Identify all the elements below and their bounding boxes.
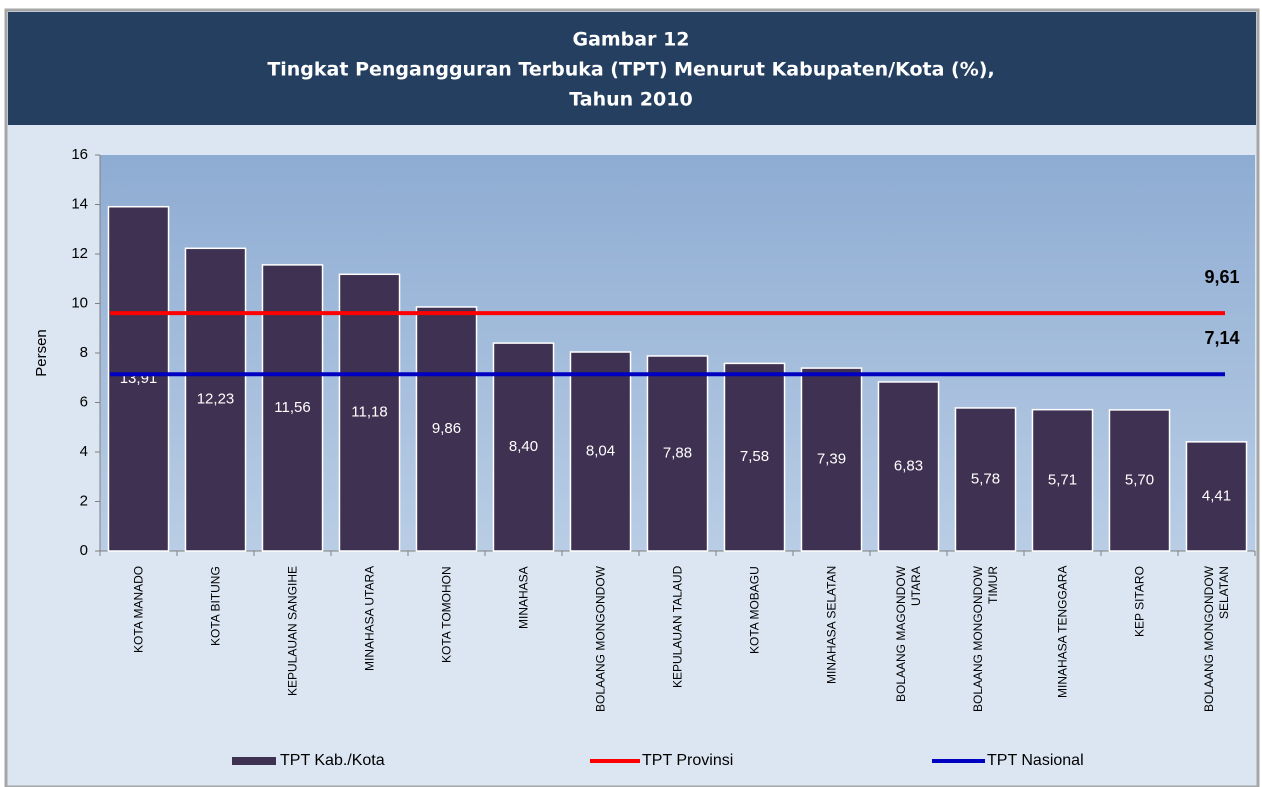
reference-label: 7,14: [1204, 328, 1239, 348]
data-label: 5,71: [1048, 471, 1077, 488]
legend-label: TPT Kab./Kota: [280, 752, 385, 769]
bar: [954, 407, 1017, 552]
data-label: 7,88: [663, 444, 692, 461]
data-label: 5,70: [1125, 471, 1154, 488]
reference-label: 9,61: [1204, 267, 1239, 287]
bar: [415, 306, 478, 552]
x-tick-label: MINAHASA UTARA: [362, 566, 376, 672]
y-tick-label: 14: [71, 195, 88, 212]
data-label: 5,78: [971, 470, 1000, 487]
bar: [1108, 409, 1171, 552]
bar: [492, 342, 555, 552]
bar: [800, 367, 863, 552]
title: Gambar 12: [572, 29, 689, 51]
bar: [184, 247, 247, 552]
data-label: 12,23: [197, 391, 235, 408]
title: Tingkat Pengangguran Terbuka (TPT) Menur…: [267, 59, 994, 81]
y-tick-label: 10: [71, 294, 88, 311]
data-label: 11,18: [351, 404, 387, 421]
bar: [107, 205, 170, 552]
x-tick-label: BOLAANG MONGONDOW: [593, 566, 607, 713]
data-label: 11,56: [274, 399, 310, 416]
data-label: 7,58: [740, 448, 769, 465]
y-tick-label: 0: [80, 542, 88, 559]
y-tick-label: 6: [80, 393, 88, 410]
data-label: 6,83: [894, 457, 923, 474]
y-tick-label: 12: [71, 245, 88, 262]
y-tick-label: 2: [80, 492, 88, 509]
bar: [646, 355, 709, 552]
legend-label: TPT Provinsi: [642, 752, 733, 769]
y-axis-label: Persen: [33, 329, 50, 377]
legend-label: TPT Nasional: [987, 752, 1084, 769]
x-tick-label: BOLAANG MONGONDOW SELATAN: [1201, 566, 1231, 713]
bar: [1031, 408, 1094, 552]
bar: [569, 351, 632, 552]
x-tick-label: KOTA MOBAGU: [747, 566, 761, 654]
data-label: 7,39: [817, 451, 846, 468]
x-tick-label: KEP SITARO: [1132, 566, 1146, 637]
x-tick-label: MINAHASA SELATAN: [824, 566, 838, 685]
bar: [338, 273, 401, 552]
header: [8, 12, 1256, 125]
x-tick-label: KEPULAUAN TALAUD: [670, 566, 684, 689]
bar: [1185, 441, 1248, 552]
x-tick-label: MINAHASA: [516, 566, 530, 629]
x-tick-label: KOTA BITUNG: [208, 566, 222, 646]
x-tick-label: KOTA MANADO: [131, 566, 145, 654]
x-tick-label: MINAHASA TENGGARA: [1055, 566, 1069, 699]
data-label: 8,40: [509, 438, 538, 455]
y-tick-label: 4: [80, 443, 88, 460]
x-tick-label: BOLAANG MAGONDOW UTARA: [893, 566, 923, 703]
title: Tahun 2010: [569, 89, 692, 111]
y-tick-label: 8: [80, 344, 88, 361]
data-label: 9,86: [432, 420, 461, 437]
x-tick-label: KOTA TOMOHON: [439, 566, 453, 663]
bar: [877, 381, 940, 552]
data-label: 4,41: [1202, 487, 1231, 504]
bar: [723, 362, 786, 552]
x-tick-label: KEPULAUAN SANGIHE: [285, 566, 299, 697]
data-label: 8,04: [586, 442, 615, 459]
x-tick-label: BOLAANG MONGONDOW TIMUR: [970, 566, 1000, 713]
legend-swatch: [232, 757, 276, 765]
y-tick-label: 16: [71, 146, 88, 163]
